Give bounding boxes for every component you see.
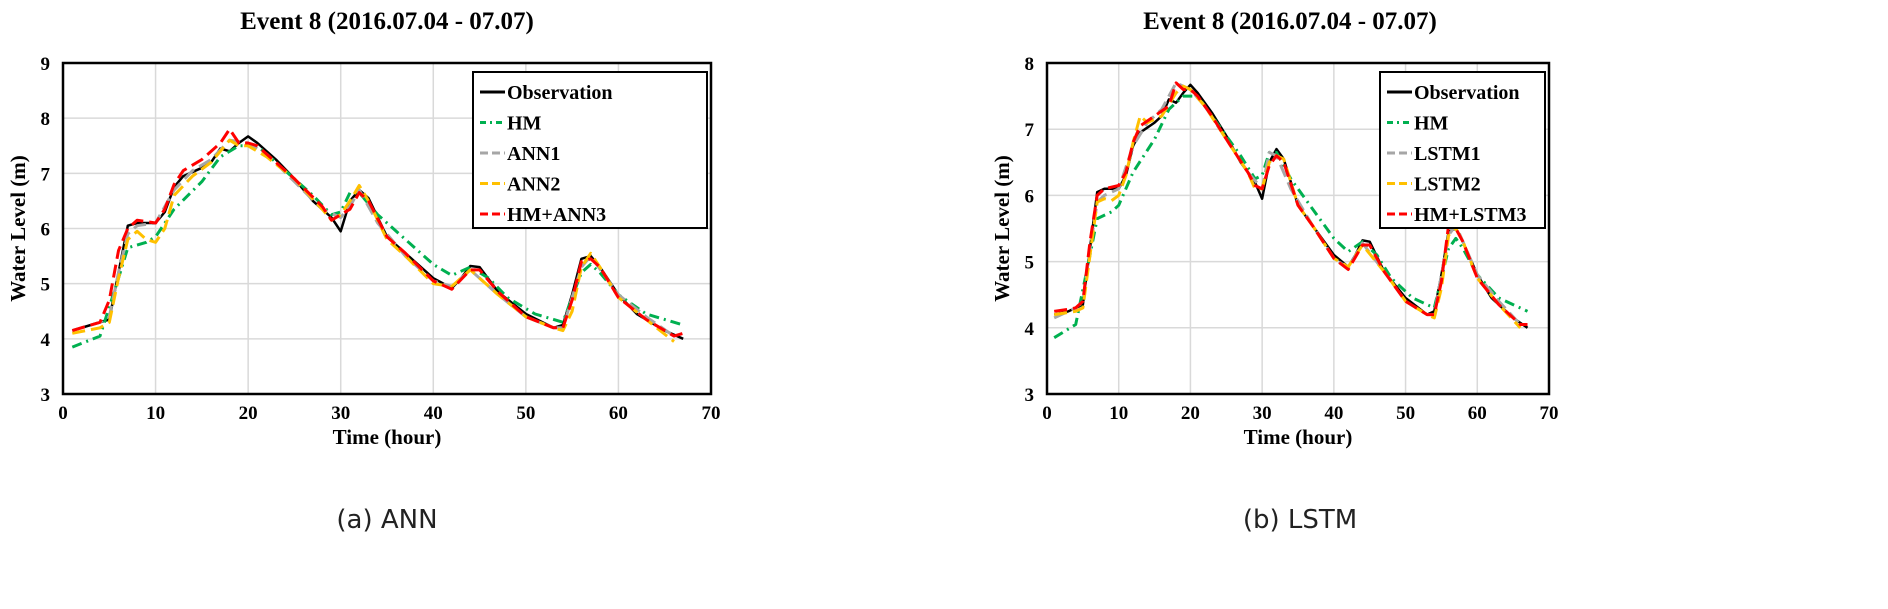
legend-label: HM: [1414, 113, 1449, 135]
y-tick-label: 7: [1025, 120, 1035, 141]
legend-label: LSTM1: [1414, 143, 1481, 165]
legend-label: HM+LSTM3: [1414, 204, 1527, 226]
y-tick-label: 8: [41, 109, 51, 130]
series-line-ann1: [71, 138, 675, 338]
plot-area: [61, 61, 713, 396]
x-tick-label: 30: [1253, 403, 1272, 424]
y-tick-label: 9: [41, 54, 51, 75]
y-tick-label: 5: [41, 275, 51, 296]
x-tick-label: 70: [702, 403, 721, 424]
legend-label: ANN2: [507, 174, 560, 196]
x-tick-label: 30: [331, 403, 350, 424]
x-tick-label: 50: [1396, 403, 1415, 424]
legend-label: LSTM2: [1414, 174, 1481, 196]
x-tick-label: 70: [1540, 403, 1559, 424]
legend-label: ANN1: [507, 143, 560, 165]
legend-box: [1379, 71, 1546, 229]
x-tick-label: 50: [516, 403, 535, 424]
legend-label: Observation: [507, 82, 613, 104]
x-tick-label: 60: [1468, 403, 1487, 424]
chart-title: Event 8 (2016.07.04 - 07.07): [1143, 8, 1437, 35]
series-line-lstm2: [1053, 84, 1522, 329]
legend-label: HM: [507, 113, 542, 135]
y-tick-label: 3: [41, 385, 51, 406]
y-axis-label: Water Level (m): [990, 155, 1014, 302]
y-tick-label: 8: [1025, 54, 1035, 75]
x-tick-label: 20: [239, 403, 258, 424]
series-line-ann2: [72, 138, 675, 343]
legend-label: Observation: [1414, 82, 1520, 104]
y-axis-label: Water Level (m): [6, 155, 30, 302]
series-line-hm-ann3: [71, 127, 684, 338]
legend-label: HM+ANN3: [507, 204, 606, 226]
series-line-hm: [71, 144, 684, 349]
x-tick-label: 60: [609, 403, 628, 424]
chart-title: Event 8 (2016.07.04 - 07.07): [240, 8, 534, 35]
x-axis-label: Time (hour): [333, 425, 442, 449]
y-tick-label: 6: [1025, 186, 1035, 207]
y-tick-label: 3: [1025, 385, 1035, 406]
x-axis-label: Time (hour): [1244, 425, 1353, 449]
series-line-hm-lstm3: [1053, 81, 1528, 326]
x-tick-label: 0: [1042, 403, 1052, 424]
y-tick-label: 5: [1025, 253, 1035, 274]
x-tick-label: 10: [146, 403, 165, 424]
plot-area: [1045, 61, 1551, 396]
caption-ann: (a) ANN: [336, 505, 438, 535]
x-tick-label: 0: [58, 403, 68, 424]
y-tick-label: 4: [41, 330, 51, 351]
caption-lstm: (b) LSTM: [1242, 505, 1358, 535]
x-tick-label: 20: [1181, 403, 1200, 424]
y-tick-label: 4: [1025, 319, 1035, 340]
x-tick-label: 10: [1109, 403, 1128, 424]
y-tick-label: 6: [41, 220, 51, 241]
x-tick-label: 40: [1324, 403, 1343, 424]
legend-box: [472, 71, 708, 229]
x-tick-label: 40: [424, 403, 443, 424]
y-tick-label: 7: [41, 164, 51, 185]
